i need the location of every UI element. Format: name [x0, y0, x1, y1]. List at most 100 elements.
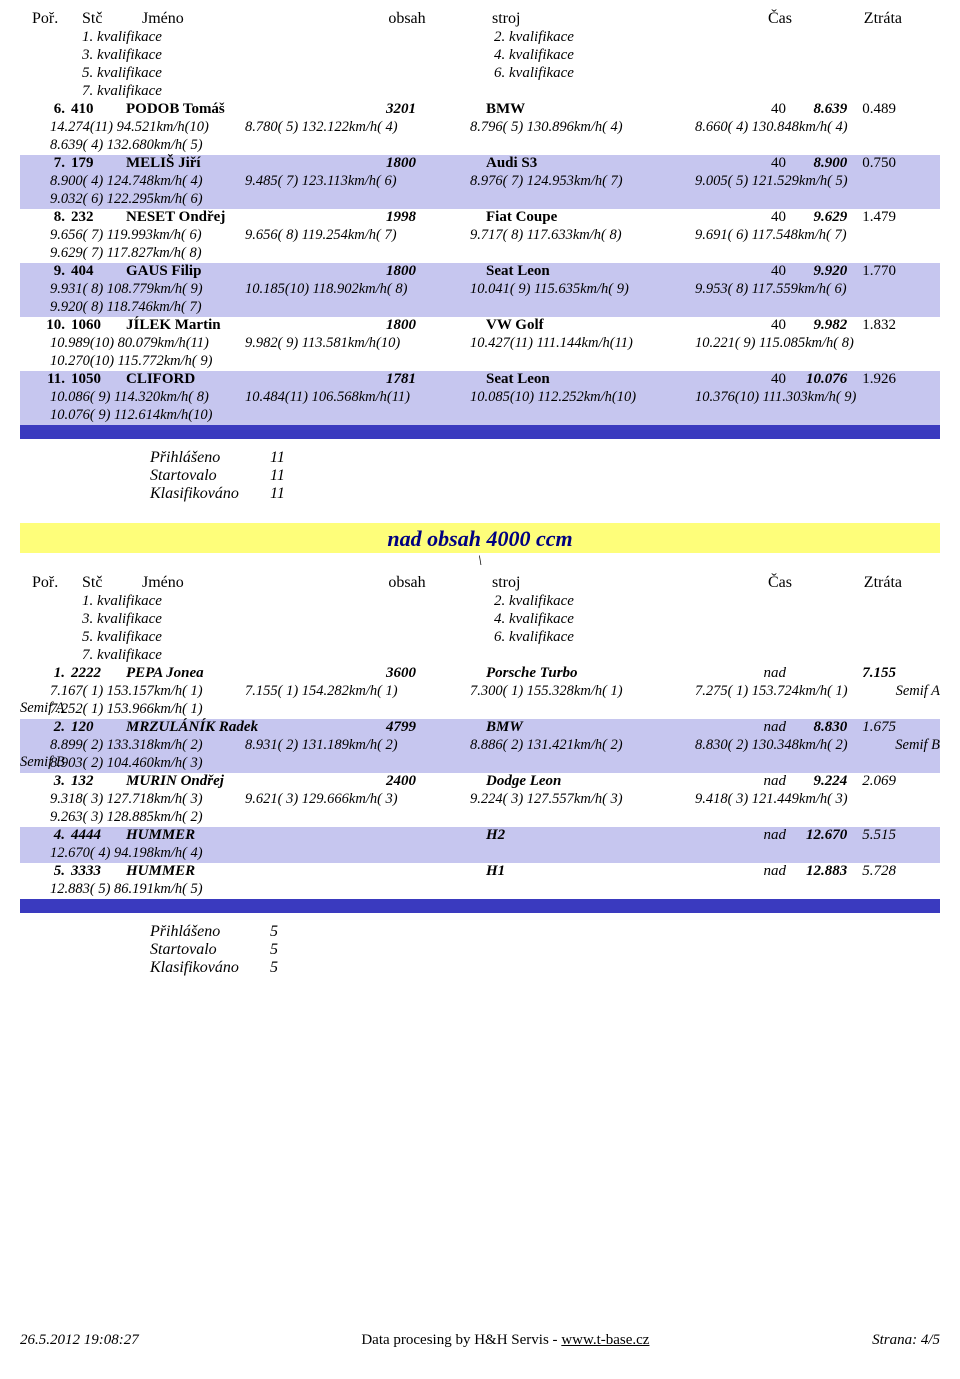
table-row: 7.179MELIŠ Jiří1800Audi S3408.900 0.7508…	[20, 155, 940, 209]
cell-name: JÍLEK Martin	[126, 317, 316, 334]
qual-cell	[245, 245, 470, 262]
col-stroj: stroj	[492, 10, 712, 28]
table-row: 8.232NESET Ondřej1998Fiat Coupe409.629 1…	[20, 209, 940, 263]
qual-cell: 8.780( 5) 132.122km/h( 4)	[245, 119, 470, 136]
cell-obsah: 1781	[316, 371, 486, 388]
qual-cell	[695, 881, 920, 898]
qual-cell: 9.717( 8) 117.633km/h( 8)	[470, 227, 695, 244]
cell-stroj: Porsche Turbo	[486, 665, 706, 682]
qual-cell: 9.485( 7) 123.113km/h( 6)	[245, 173, 470, 190]
cell-times: 8.900 0.750	[786, 155, 896, 172]
kval-label	[494, 83, 794, 100]
stats-label: Startovalo	[150, 467, 270, 485]
cell-stc: 132	[71, 773, 126, 790]
cell-cas: 40	[706, 101, 786, 118]
cell-por: 7.	[20, 155, 71, 172]
cell-times: 9.224 2.069	[786, 773, 896, 790]
qual-cell: 10.185(10) 118.902km/h( 8)	[245, 281, 470, 298]
kval-label: 3. kvalifikace	[32, 611, 494, 628]
qual-cell: 9.656( 8) 119.254km/h( 7)	[245, 227, 470, 244]
qual-cell: 8.931( 2) 131.189km/h( 2)	[245, 737, 470, 754]
table-row: 1.2222PEPA Jonea3600Porsche Turbonad7.15…	[20, 665, 940, 719]
cell-times: 8.639 0.489	[786, 101, 896, 118]
kval-label: 7. kvalifikace	[32, 647, 494, 664]
qual-cell: 10.085(10) 112.252km/h(10)	[470, 389, 695, 406]
cell-stroj: Dodge Leon	[486, 773, 706, 790]
cell-stc: 232	[71, 209, 126, 226]
separator-bar	[20, 899, 940, 913]
entry-main: 6.410PODOB Tomáš3201BMW408.639 0.489	[20, 101, 940, 119]
qual-line: 14.274(11) 94.521km/h(10)8.780( 5) 132.1…	[20, 119, 940, 137]
qual-line: 9.032( 6) 122.295km/h( 6)	[20, 191, 940, 209]
qual-line: 9.318( 3) 127.718km/h( 3)9.621( 3) 129.6…	[20, 791, 940, 809]
cell-times: 7.155	[786, 665, 896, 682]
qual-line: 9.931( 8) 108.779km/h( 9)10.185(10) 118.…	[20, 281, 940, 299]
stats-value: 5	[270, 923, 300, 941]
qual-cell	[695, 809, 920, 826]
qual-cell: 10.041( 9) 115.635km/h( 9)	[470, 281, 695, 298]
entry-main: 1.2222PEPA Jonea3600Porsche Turbonad7.15…	[20, 665, 940, 683]
page-footer: 26.5.2012 19:08:27 Data procesing by H&H…	[20, 1332, 940, 1349]
qual-line: 9.629( 7) 117.827km/h( 8)	[20, 245, 940, 263]
cell-por: 9.	[20, 263, 71, 280]
cell-obsah: 1800	[316, 263, 486, 280]
cell-stc: 404	[71, 263, 126, 280]
cell-name: HUMMER	[126, 863, 316, 880]
cell-name: MURIN Ondřej	[126, 773, 316, 790]
kval-label	[494, 647, 794, 664]
footer-link[interactable]: www.t-base.cz	[561, 1332, 649, 1348]
qual-cell: 8.639( 4) 132.680km/h( 5)	[20, 137, 245, 154]
qual-cell: 9.263( 3) 128.885km/h( 2)	[20, 809, 245, 826]
table-row: 9.404GAUS Filip1800Seat Leon409.920 1.77…	[20, 263, 940, 317]
col-cas: Čas	[712, 10, 792, 28]
qual-cell: 9.931( 8) 108.779km/h( 9)	[20, 281, 245, 298]
qual-cell: 9.953( 8) 117.559km/h( 6)	[695, 281, 920, 298]
cell-name: PEPA Jonea	[126, 665, 316, 682]
qual-line: 8.900( 4) 124.748km/h( 4)9.485( 7) 123.1…	[20, 173, 940, 191]
table-header: Poř. Stč Jméno obsah stroj Čas Ztráta	[20, 574, 952, 593]
qual-cell: 9.629( 7) 117.827km/h( 8)	[20, 245, 245, 262]
qual-cell: 9.621( 3) 129.666km/h( 3)	[245, 791, 470, 808]
qual-cell: 9.982( 9) 113.581km/h(10)	[245, 335, 470, 352]
stats-value: 5	[270, 959, 300, 977]
qual-line: 9.656( 7) 119.993km/h( 6)9.656( 8) 119.2…	[20, 227, 940, 245]
qual-cell: 9.656( 7) 119.993km/h( 6)	[20, 227, 245, 244]
qual-cell: 14.274(11) 94.521km/h(10)	[20, 119, 245, 136]
cell-por: 10.	[20, 317, 71, 334]
qual-line: 12.670( 4) 94.198km/h( 4)	[20, 845, 940, 863]
qual-cell: 7.167( 1) 153.157km/h( 1)	[20, 683, 245, 700]
qual-line: 10.076( 9) 112.614km/h(10)	[20, 407, 940, 425]
table-row: 11.1050CLIFORD1781Seat Leon4010.076 1.92…	[20, 371, 940, 425]
table-row: 10.1060JÍLEK Martin1800VW Golf409.982 1.…	[20, 317, 940, 371]
col-jmeno: Jméno	[142, 574, 322, 592]
col-jmeno: Jméno	[142, 10, 322, 28]
cell-cas: 40	[706, 155, 786, 172]
kval-label: 1. kvalifikace	[32, 29, 494, 46]
kval-label: 5. kvalifikace	[32, 629, 494, 646]
qual-cell: 10.221( 9) 115.085km/h( 8)	[695, 335, 920, 352]
cell-stroj: Seat Leon	[486, 371, 706, 388]
qual-line: 10.086( 9) 114.320km/h( 8)10.484(11) 106…	[20, 389, 940, 407]
cell-obsah: 1800	[316, 155, 486, 172]
qual-line: 7.167( 1) 153.157km/h( 1)7.155( 1) 154.2…	[20, 683, 940, 701]
kval-label: 4. kvalifikace	[494, 611, 794, 628]
col-ztrata: Ztráta	[792, 10, 902, 28]
cell-por: 6.	[20, 101, 71, 118]
qual-cell	[695, 755, 920, 772]
qual-cell: 9.920( 8) 118.746km/h( 7)	[20, 299, 245, 316]
stats-value: 5	[270, 941, 300, 959]
qual-cell	[470, 137, 695, 154]
col-cas: Čas	[712, 574, 792, 592]
cell-stroj: VW Golf	[486, 317, 706, 334]
cell-times: 9.629 1.479	[786, 209, 896, 226]
qual-cell	[245, 407, 470, 424]
cell-name: PODOB Tomáš	[126, 101, 316, 118]
qual-cell: 8.660( 4) 130.848km/h( 4)	[695, 119, 920, 136]
qual-cell	[245, 809, 470, 826]
qual-cell	[695, 137, 920, 154]
qual-cell	[695, 299, 920, 316]
cell-times: 12.883 5.728	[786, 863, 896, 880]
qual-cell: 10.076( 9) 112.614km/h(10)	[20, 407, 245, 424]
qual-cell: 9.005( 5) 121.529km/h( 5)	[695, 173, 920, 190]
cell-stc: 3333	[71, 863, 126, 880]
